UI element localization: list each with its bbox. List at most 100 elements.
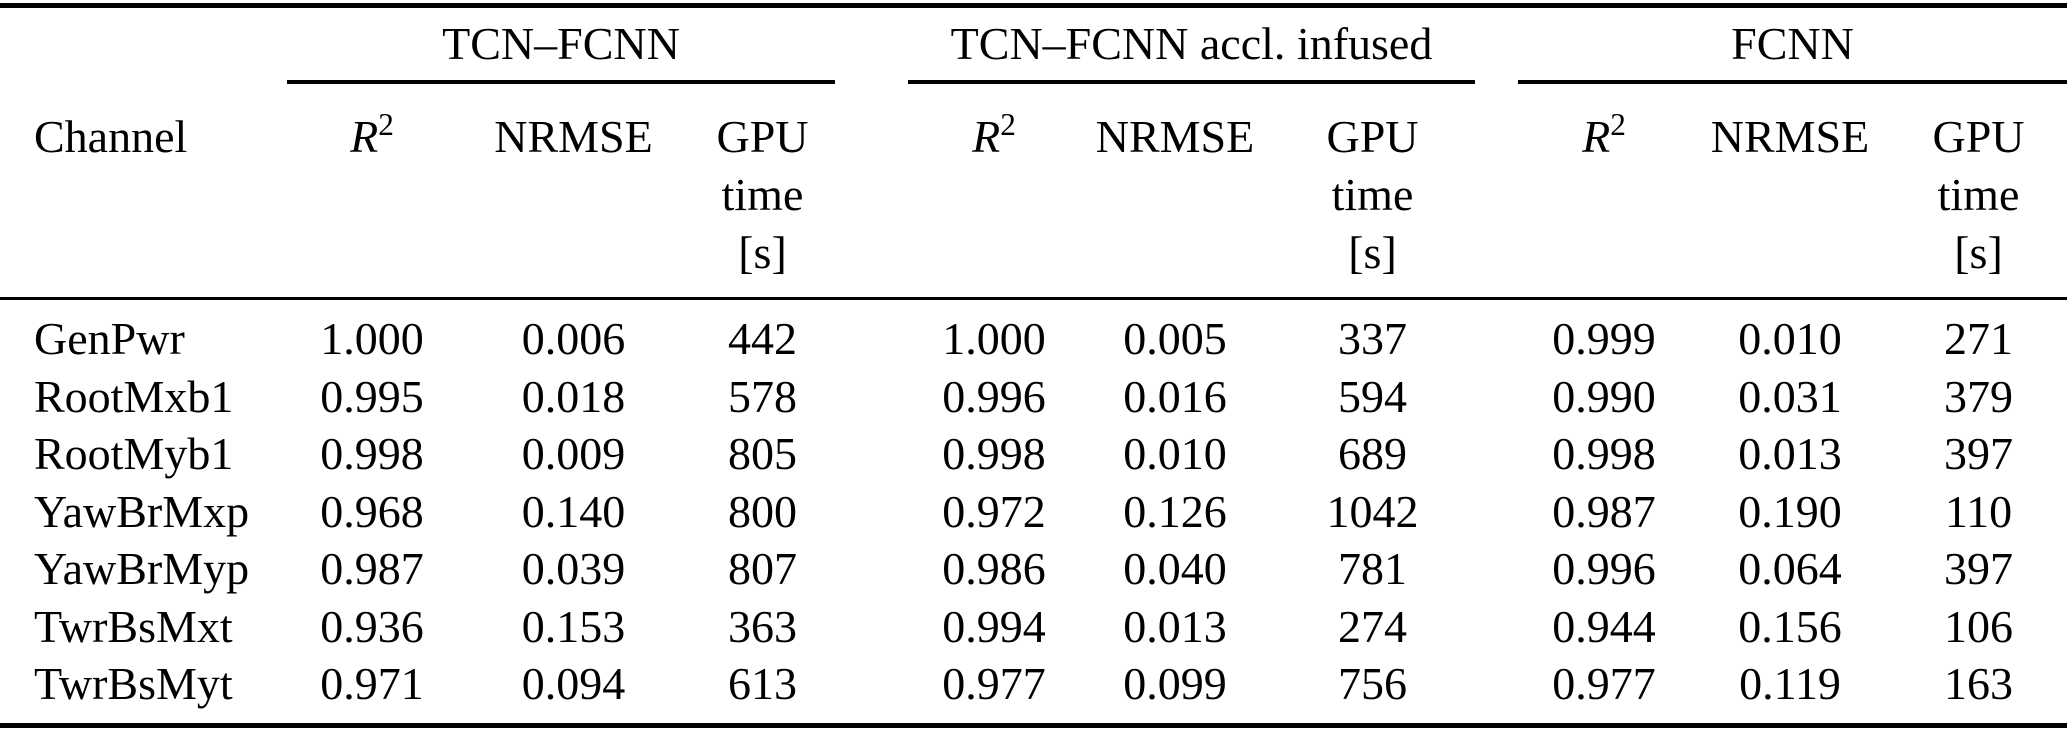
r2-column-header: R2 — [350, 106, 394, 162]
nrmse-value: 0.099 — [1123, 658, 1227, 710]
group-header-fcnn: FCNN — [1731, 17, 1854, 69]
channel-value: RootMxb1 — [34, 370, 234, 422]
r2-value: 0.986 — [942, 543, 1046, 595]
nrmse-value: 0.064 — [1738, 543, 1842, 595]
r2-value: 0.977 — [1552, 658, 1656, 710]
r2-value: 0.944 — [1552, 600, 1656, 652]
spacer — [1475, 86, 1518, 302]
channel-value: RootMyb1 — [34, 428, 234, 480]
nrmse-value: 0.126 — [1123, 485, 1227, 537]
r2-value: 1.000 — [320, 313, 424, 365]
gpu-time-column-header: GPU time [s] — [716, 111, 809, 278]
gpu-time-value: 800 — [728, 485, 797, 537]
spacer — [835, 86, 908, 302]
nrmse-value: 0.009 — [521, 428, 626, 480]
nrmse-value: 0.018 — [521, 370, 626, 422]
gpu-time-value: 781 — [1338, 543, 1407, 595]
nrmse-value: 0.153 — [521, 600, 626, 652]
r2-value: 0.996 — [1552, 543, 1656, 595]
r2-value: 0.987 — [320, 543, 424, 595]
spacer — [1475, 598, 1518, 656]
channel-value: TwrBsMyt — [34, 658, 233, 710]
spacer — [1475, 425, 1518, 483]
spacer — [0, 0, 287, 86]
r2-value: 0.971 — [320, 658, 424, 710]
gpu-time-value: 613 — [728, 658, 797, 710]
r2-value: 0.999 — [1552, 313, 1656, 365]
gpu-time-value: 397 — [1944, 428, 2013, 480]
channel-column-header: Channel — [34, 111, 188, 162]
gpu-time-value: 106 — [1944, 600, 2013, 652]
nrmse-column-header: NRMSE — [494, 111, 653, 162]
spacer — [1475, 540, 1518, 598]
nrmse-value: 0.010 — [1738, 313, 1842, 365]
cmidrule-fcnn — [1518, 80, 2067, 84]
nrmse-value: 0.013 — [1123, 600, 1227, 652]
r2-value: 0.987 — [1552, 485, 1656, 537]
nrmse-value: 0.006 — [521, 313, 626, 365]
gpu-time-value: 163 — [1944, 658, 2013, 710]
spacer — [835, 368, 908, 426]
nrmse-value: 0.119 — [1739, 658, 1841, 710]
r2-column-header: R2 — [1582, 106, 1626, 162]
spacer — [1475, 483, 1518, 541]
spacer — [835, 598, 908, 656]
spacer — [1475, 368, 1518, 426]
gpu-time-value: 110 — [1944, 485, 2013, 537]
spacer — [835, 0, 908, 86]
channel-value: YawBrMxp — [34, 485, 250, 537]
nrmse-value: 0.140 — [521, 485, 626, 537]
cmidrule-tcn-fcnn-accl — [908, 80, 1475, 84]
spacer — [835, 425, 908, 483]
nrmse-value: 0.013 — [1738, 428, 1842, 480]
nrmse-value: 0.094 — [521, 658, 626, 710]
gpu-time-value: 379 — [1944, 370, 2013, 422]
gpu-time-value: 578 — [728, 370, 797, 422]
gpu-time-value: 805 — [728, 428, 797, 480]
cmidrule-tcn-fcnn — [287, 80, 835, 84]
nrmse-value: 0.010 — [1123, 428, 1227, 480]
mid-rule — [0, 297, 2067, 300]
gpu-time-value: 337 — [1338, 313, 1407, 365]
gpu-time-column-header: GPU time [s] — [1932, 111, 2025, 278]
gpu-time-value: 274 — [1338, 600, 1407, 652]
top-rule — [0, 3, 2067, 8]
group-header-tcn-fcnn-accl: TCN–FCNN accl. infused — [950, 17, 1433, 69]
gpu-time-value: 442 — [728, 313, 797, 365]
gpu-time-value: 594 — [1338, 370, 1407, 422]
nrmse-value: 0.040 — [1123, 543, 1227, 595]
channel-value: GenPwr — [34, 313, 185, 365]
bottom-rule — [0, 723, 2067, 728]
gpu-time-value: 807 — [728, 543, 797, 595]
spacer — [1475, 310, 1518, 368]
r2-value: 0.998 — [320, 428, 424, 480]
nrmse-value: 0.156 — [1738, 600, 1842, 652]
r2-value: 0.996 — [942, 370, 1046, 422]
r2-value: 1.000 — [942, 313, 1046, 365]
r2-value: 0.968 — [320, 485, 424, 537]
channel-value: YawBrMyp — [34, 543, 250, 595]
r2-value: 0.995 — [320, 370, 424, 422]
r2-value: 0.977 — [942, 658, 1046, 710]
gpu-time-value: 756 — [1338, 658, 1407, 710]
gpu-time-value: 1042 — [1326, 485, 1419, 537]
nrmse-value: 0.005 — [1123, 313, 1227, 365]
r2-value: 0.936 — [320, 600, 424, 652]
nrmse-value: 0.016 — [1123, 370, 1227, 422]
channel-value: TwrBsMxt — [34, 600, 233, 652]
spacer — [1475, 0, 1518, 86]
r2-value: 0.998 — [942, 428, 1046, 480]
gpu-time-column-header: GPU time [s] — [1326, 111, 1419, 278]
r2-column-header: R2 — [972, 106, 1016, 162]
nrmse-value: 0.039 — [521, 543, 626, 595]
spacer — [0, 302, 2067, 310]
gpu-time-value: 689 — [1338, 428, 1407, 480]
spacer — [1475, 655, 1518, 713]
r2-value: 0.990 — [1552, 370, 1656, 422]
nrmse-value: 0.190 — [1738, 485, 1842, 537]
spacer — [835, 540, 908, 598]
gpu-time-value: 271 — [1944, 313, 2013, 365]
group-header-tcn-fcnn: TCN–FCNN — [442, 17, 680, 69]
